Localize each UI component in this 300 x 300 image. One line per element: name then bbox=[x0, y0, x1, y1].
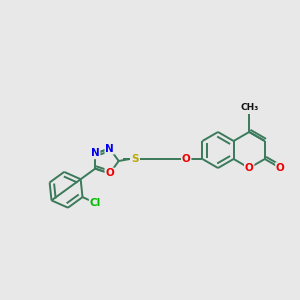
Text: O: O bbox=[276, 163, 285, 173]
Text: O: O bbox=[105, 168, 114, 178]
Text: S: S bbox=[131, 154, 139, 164]
Text: N: N bbox=[105, 144, 114, 154]
Text: O: O bbox=[245, 163, 254, 173]
Text: Cl: Cl bbox=[90, 198, 101, 208]
Text: |: | bbox=[248, 109, 250, 113]
Text: O: O bbox=[182, 154, 190, 164]
Text: N: N bbox=[91, 148, 100, 158]
Text: CH₃: CH₃ bbox=[240, 103, 258, 112]
